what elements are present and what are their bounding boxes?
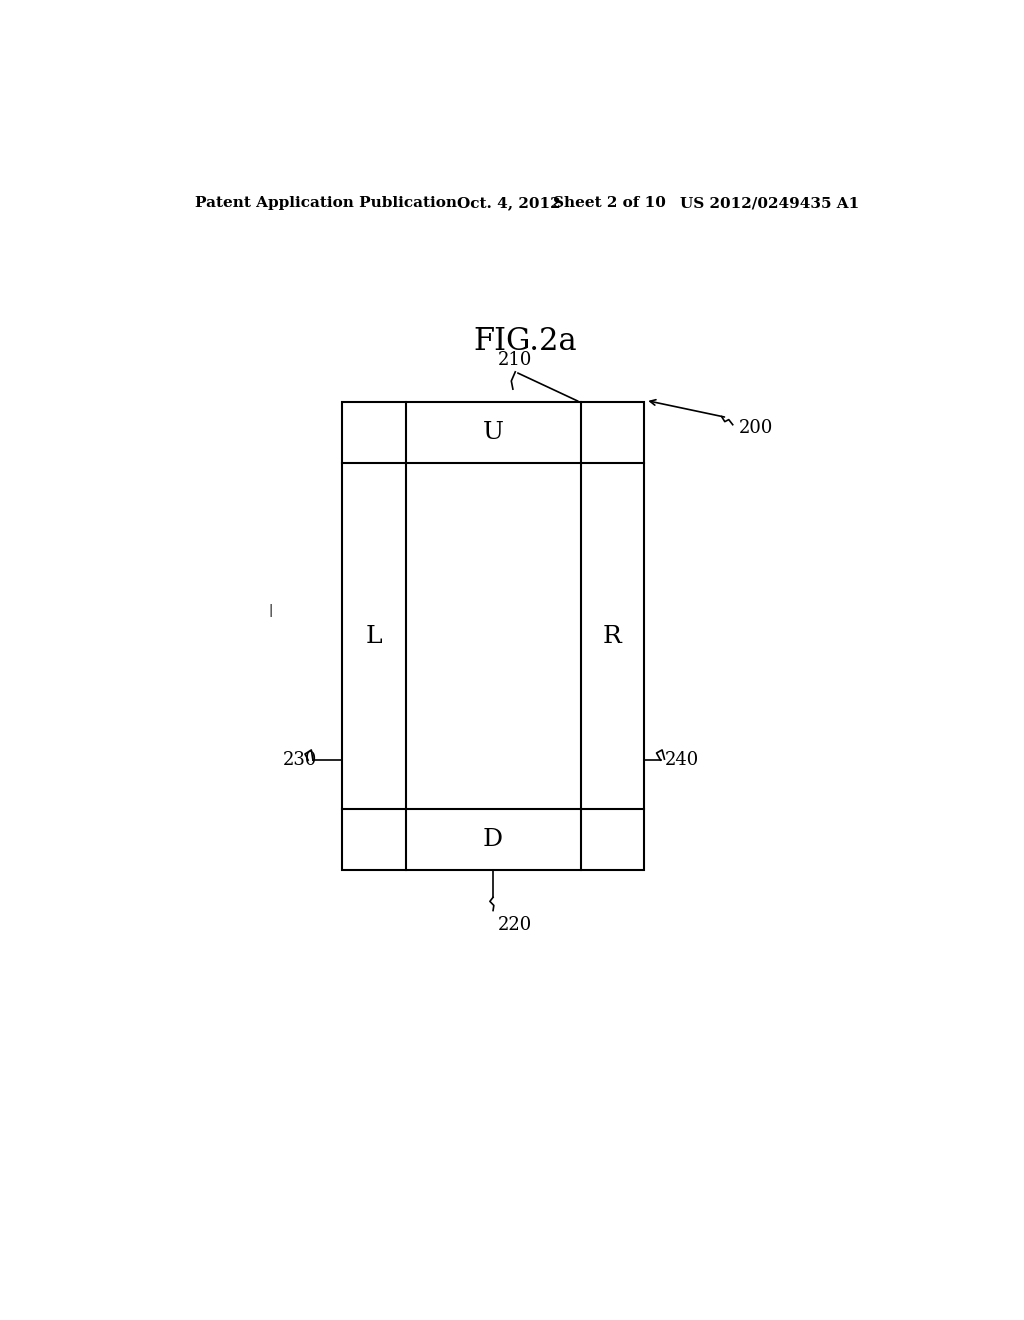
Text: Patent Application Publication: Patent Application Publication xyxy=(196,195,458,210)
Text: |: | xyxy=(268,605,273,618)
Text: FIG.2a: FIG.2a xyxy=(473,326,577,356)
Text: 200: 200 xyxy=(739,418,773,437)
Text: D: D xyxy=(483,828,503,851)
Text: Oct. 4, 2012: Oct. 4, 2012 xyxy=(458,195,561,210)
Text: 220: 220 xyxy=(498,916,532,933)
Text: 210: 210 xyxy=(498,351,532,368)
Text: Sheet 2 of 10: Sheet 2 of 10 xyxy=(553,195,666,210)
Text: L: L xyxy=(366,624,382,648)
Bar xyxy=(342,403,644,870)
Text: R: R xyxy=(603,624,622,648)
Text: 240: 240 xyxy=(665,751,698,770)
Text: U: U xyxy=(482,421,504,445)
Text: 230: 230 xyxy=(283,751,317,770)
Text: US 2012/0249435 A1: US 2012/0249435 A1 xyxy=(680,195,859,210)
